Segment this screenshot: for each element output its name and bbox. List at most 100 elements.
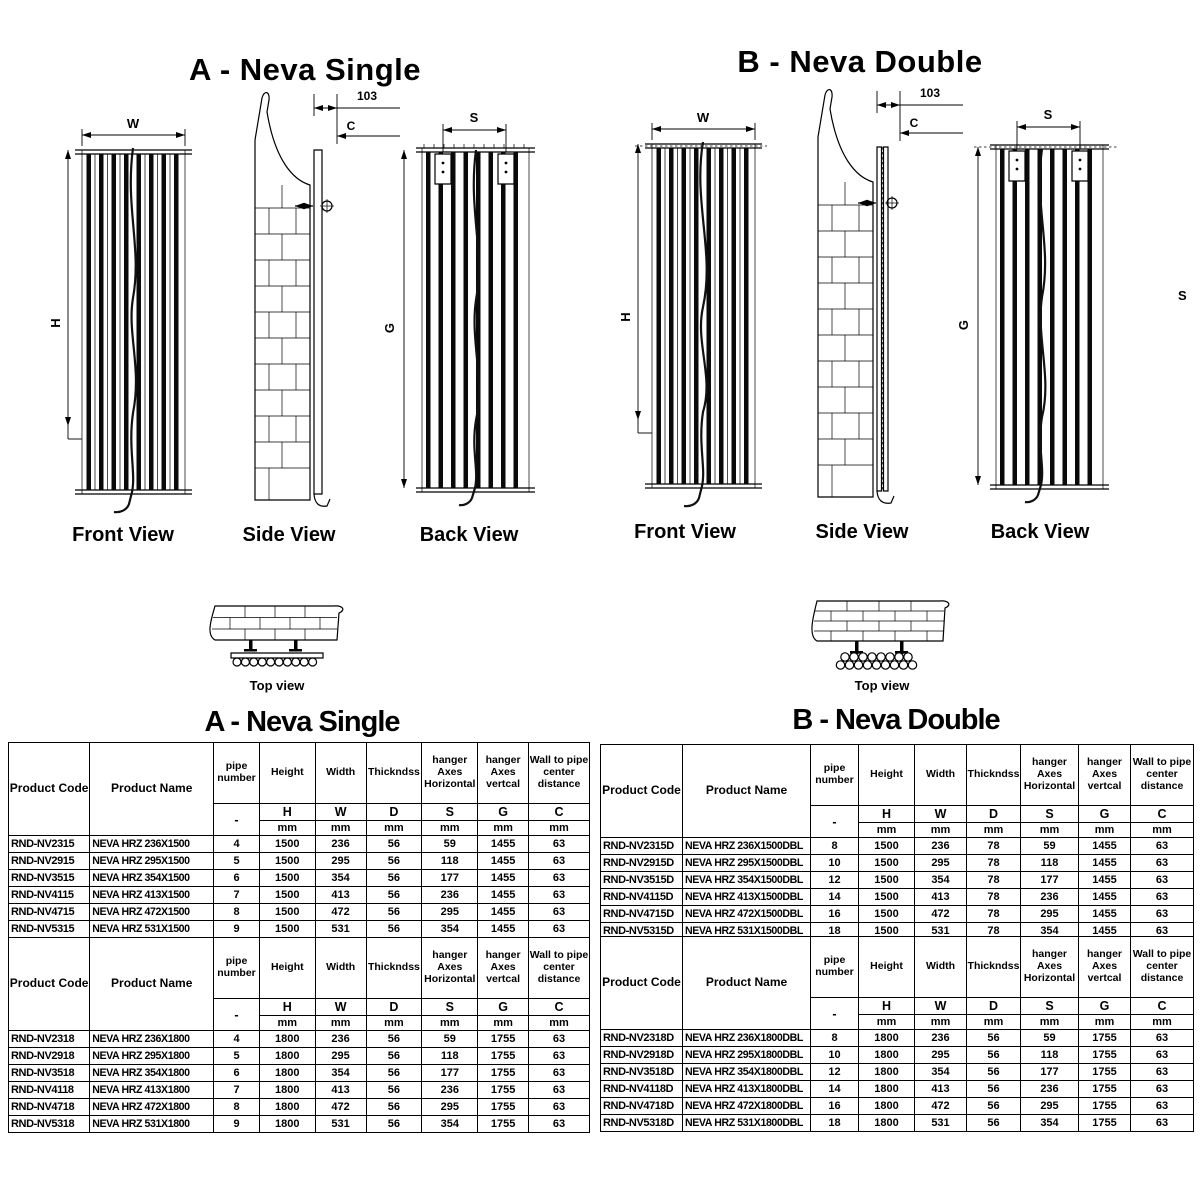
cell: 1455 (477, 835, 529, 853)
cell: 63 (528, 852, 590, 870)
brick-wall (255, 93, 310, 500)
cell: 63 (1130, 1114, 1194, 1132)
dim-label-w: W (697, 110, 710, 125)
cell: 8 (810, 837, 859, 855)
table-row: RND-NV2315 NEVA HRZ 236X1500 4 1500 236 56 59 1… (7, 835, 590, 853)
cell: 1800 (858, 1114, 915, 1132)
cell: RND-NV2918 (7, 1047, 91, 1065)
cell: 1755 (477, 1081, 529, 1099)
cell: 1455 (1078, 871, 1131, 889)
cell: 14 (810, 1080, 859, 1098)
col-header-wall-to-pipe-center: Wall to pipe center distance (528, 937, 590, 999)
cell: 63 (1130, 854, 1194, 872)
cell: RND-NV2915 (7, 852, 91, 870)
cell: RND-NV4718D (600, 1097, 683, 1115)
cell: 1455 (1078, 888, 1131, 906)
cell: RND-NV3515 (7, 869, 91, 887)
cell: NEVA HRZ 413X1800DBL (682, 1080, 811, 1098)
brick-wall-top (210, 606, 343, 640)
cable-squiggle (459, 150, 479, 505)
col-header-product-code: Product Code (7, 937, 91, 1031)
cell: 236 (421, 886, 479, 904)
cell: NEVA HRZ 472X1800 (89, 1098, 215, 1116)
symbol-G: G (1078, 997, 1131, 1015)
cell: NEVA HRZ 413X1500DBL (682, 888, 811, 906)
unit-mm: mm (1130, 1014, 1194, 1030)
table-row: RND-NV5318D NEVA HRZ 531X1800DBL 18 1800 531… (600, 1114, 1194, 1132)
table-row: RND-NV4118D NEVA HRZ 413X1800DBL 14 1800 413… (600, 1080, 1194, 1098)
cell: 1500 (858, 888, 915, 906)
symbol-S: S (421, 803, 479, 821)
cell: 531 (314, 920, 367, 938)
side-view-drawing-double: 103 C (808, 86, 968, 515)
cell: 1455 (477, 886, 529, 904)
col-header-hanger-axes-vertical: hanger Axes vertcal (1078, 744, 1131, 806)
cell: 4 (213, 1030, 260, 1048)
cell: 177 (421, 869, 479, 887)
cell: NEVA HRZ 531X1800DBL (682, 1114, 811, 1132)
cell: NEVA HRZ 295X1500 (89, 852, 215, 870)
mount-brackets (244, 640, 302, 652)
cell: 56 (365, 1030, 423, 1048)
cell: RND-NV5318 (7, 1115, 91, 1133)
col-header-width: Width (914, 744, 967, 806)
cell: NEVA HRZ 413X1800 (89, 1081, 215, 1099)
cable-squiggle (114, 148, 136, 512)
view-label-side-single: Side View (242, 524, 336, 546)
symbol-G: G (477, 998, 529, 1016)
symbol-H: H (858, 805, 915, 823)
col-header-thickness: Thickndss (365, 937, 423, 999)
dim-label-w: W (127, 116, 140, 131)
cell: 413 (914, 1080, 967, 1098)
col-header-product-name: Product Name (682, 936, 811, 1030)
table-row: RND-NV3518D NEVA HRZ 354X1800DBL 12 1800 354… (600, 1063, 1194, 1081)
radiator-pipes-double (836, 653, 916, 669)
table-row: RND-NV3515D NEVA HRZ 354X1500DBL 12 1500 354… (600, 871, 1194, 889)
cell: 7 (213, 1081, 260, 1099)
unit-mm: mm (966, 1014, 1021, 1030)
cell: 56 (966, 1097, 1021, 1115)
cell: 9 (213, 920, 260, 938)
col-header-height: Height (258, 937, 316, 999)
cell: 56 (966, 1063, 1021, 1081)
col-header-hanger-axes-vertical: hanger Axes vertcal (1078, 936, 1131, 998)
cell: 1800 (858, 1029, 915, 1047)
cell: 1500 (258, 903, 316, 921)
cell: 1800 (858, 1097, 915, 1115)
cell: 1755 (1078, 1097, 1131, 1115)
cell: RND-NV4715D (600, 905, 683, 923)
view-label-back-single: Back View (419, 524, 519, 546)
cell: NEVA HRZ 236X1800 (89, 1030, 215, 1048)
col-header-product-code: Product Code (7, 742, 91, 836)
cell: 63 (528, 869, 590, 887)
symbol-D: D (365, 998, 423, 1016)
cell: 1500 (258, 852, 316, 870)
table-title-single: A - Neva Single (204, 706, 400, 738)
offset-dimension: 103 C (877, 86, 963, 141)
cell: NEVA HRZ 354X1500DBL (682, 871, 811, 889)
cell: 472 (914, 1097, 967, 1115)
back-view-drawing-double: S G (956, 107, 1122, 512)
cell: 78 (966, 854, 1021, 872)
cell: 9 (213, 1115, 260, 1133)
hanger-plates (1009, 151, 1088, 181)
cell: 354 (314, 869, 367, 887)
cell: 1455 (477, 869, 529, 887)
cell: 56 (365, 886, 423, 904)
cell: 413 (914, 888, 967, 906)
col-header-hanger-axes-horizontal: hanger Axes Horizontal (1020, 936, 1079, 998)
cell: 354 (314, 1064, 367, 1082)
unit-mm: mm (1078, 822, 1131, 838)
cell: RND-NV2318 (7, 1030, 91, 1048)
cell: RND-NV4115D (600, 888, 683, 906)
cell: 63 (1130, 922, 1194, 940)
table-row: RND-NV2915 NEVA HRZ 295X1500 5 1500 295 56 118… (7, 852, 590, 870)
symbol-C: C (528, 998, 590, 1016)
back-view-drawing-single: S G (382, 110, 548, 515)
cell: 1755 (1078, 1080, 1131, 1098)
spec-table-double-1500: Product Code Product Name pipe number Heigh… (600, 744, 1194, 940)
cell: 1500 (258, 920, 316, 938)
cell: 118 (421, 852, 479, 870)
cell: 63 (1130, 888, 1194, 906)
cell: 78 (966, 905, 1021, 923)
